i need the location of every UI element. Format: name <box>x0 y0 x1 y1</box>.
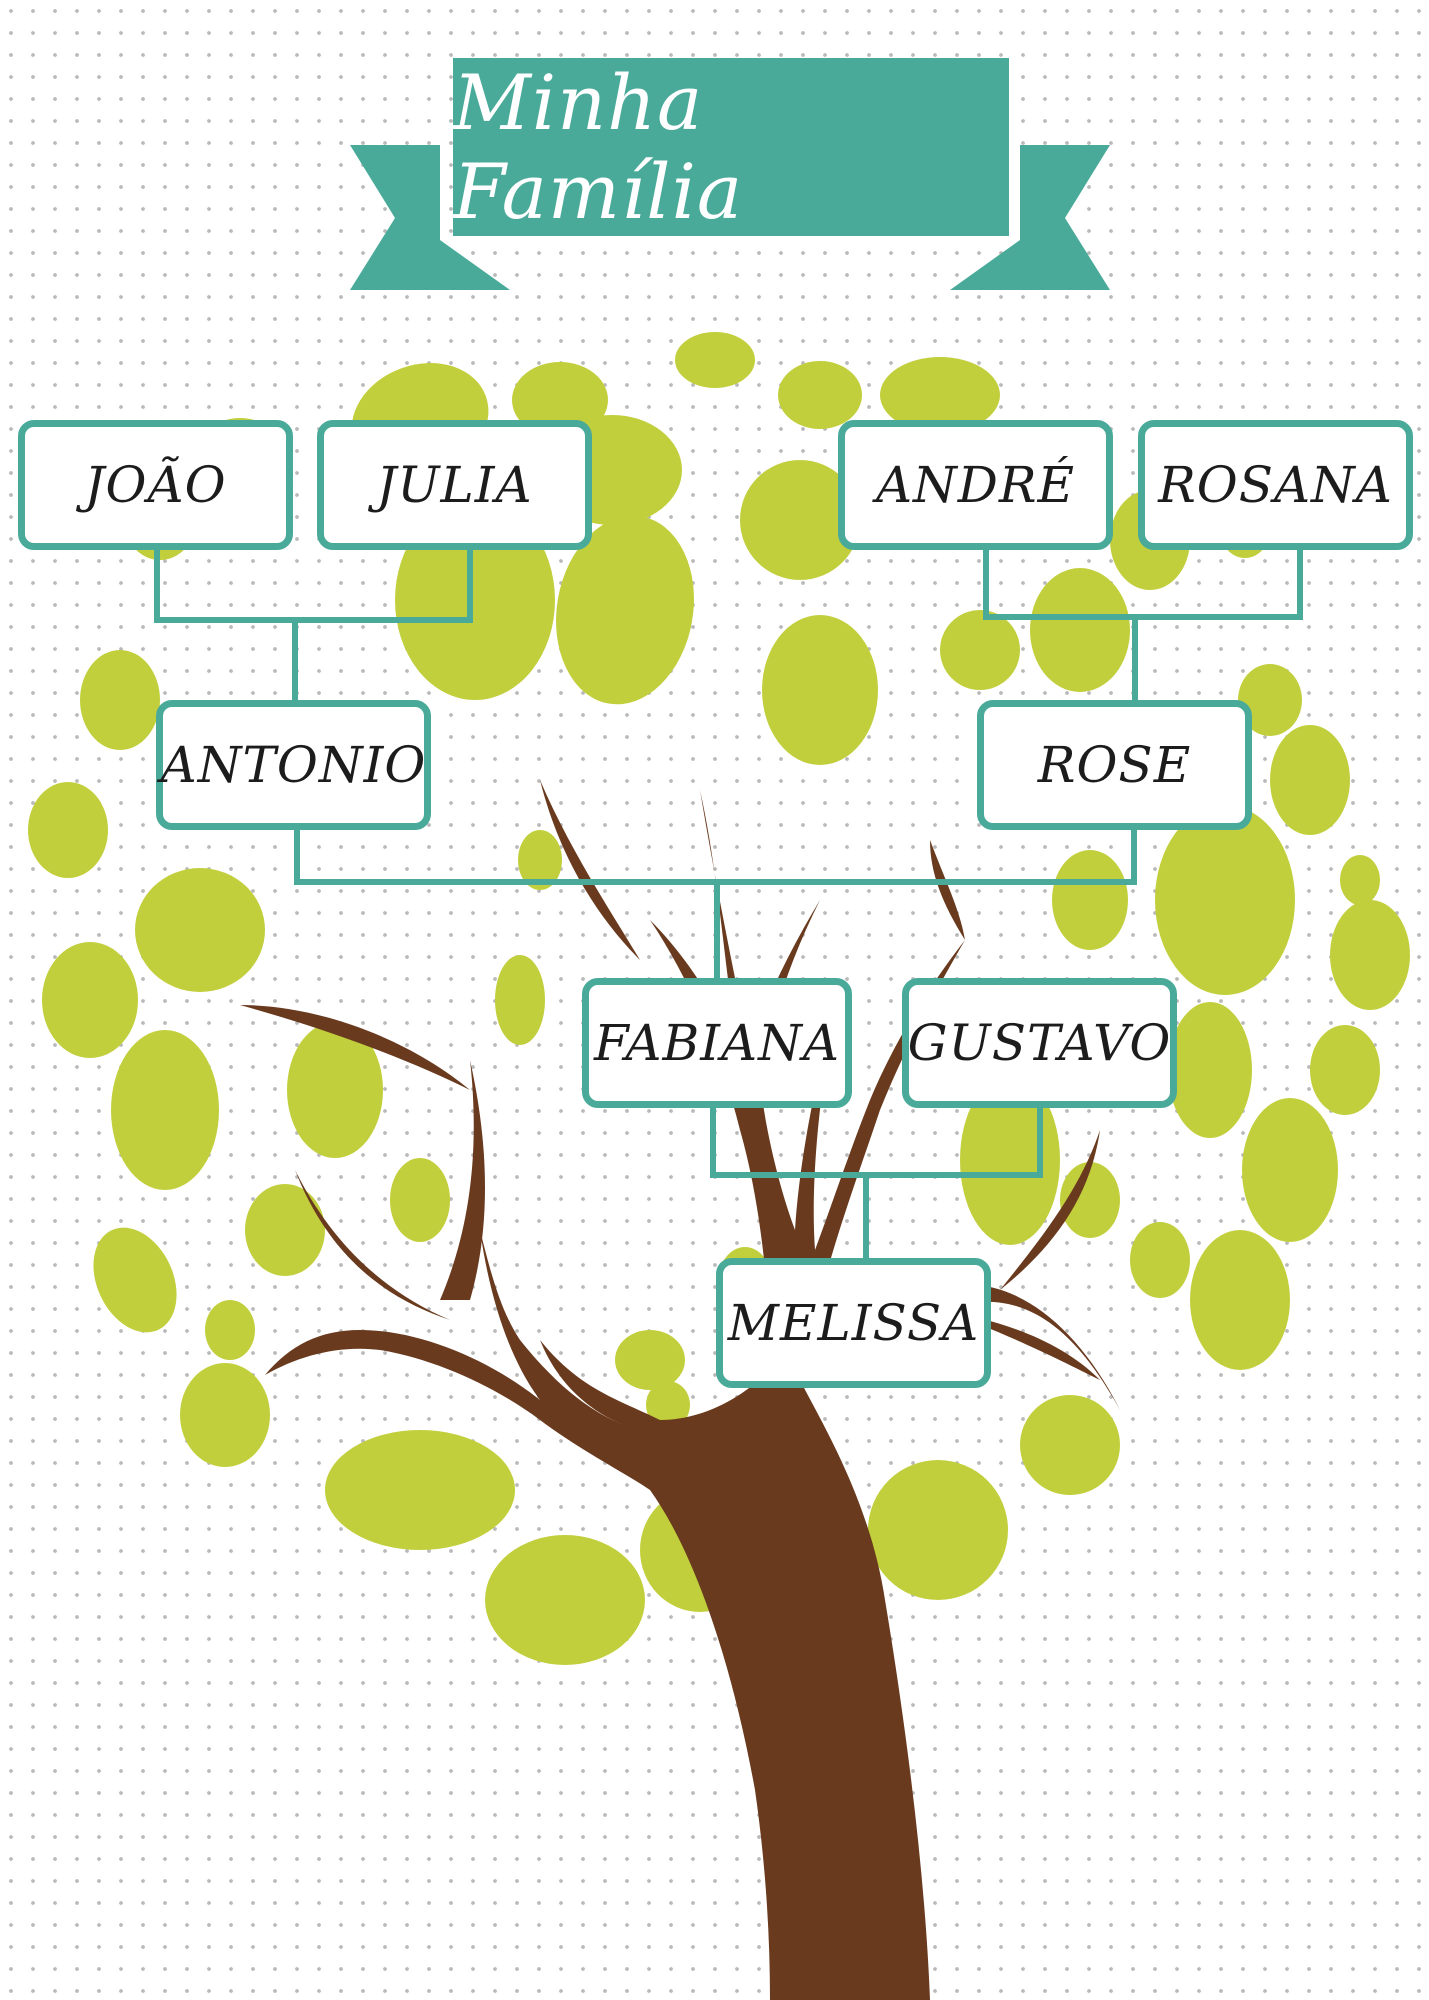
paternal-grandparents-connector <box>154 548 473 623</box>
banner-panel <box>453 58 1009 236</box>
connector-lines <box>154 548 1303 1262</box>
maternal-grandparents-connector <box>983 548 1303 620</box>
banner <box>350 58 1110 290</box>
tree-trunk <box>240 780 1120 2000</box>
banner-ribbon-left <box>350 145 510 290</box>
person-box-joao: JOÃO <box>18 420 293 550</box>
person-box-andre: ANDRÉ <box>838 420 1113 550</box>
person-box-fabiana: FABIANA <box>582 978 852 1108</box>
person-box-melissa: MELISSA <box>716 1258 991 1388</box>
person-box-rose: ROSE <box>977 700 1252 830</box>
person-box-gustavo: GUSTAVO <box>902 978 1177 1108</box>
couple-connector <box>710 1105 1043 1178</box>
banner-ribbon-right <box>950 145 1110 290</box>
person-box-rosana: ROSANA <box>1138 420 1413 550</box>
person-box-antonio: ANTONIO <box>156 700 431 830</box>
parents-connector <box>294 822 1137 885</box>
person-box-julia: JULIA <box>317 420 592 550</box>
page-title: Minha Família <box>453 58 744 236</box>
